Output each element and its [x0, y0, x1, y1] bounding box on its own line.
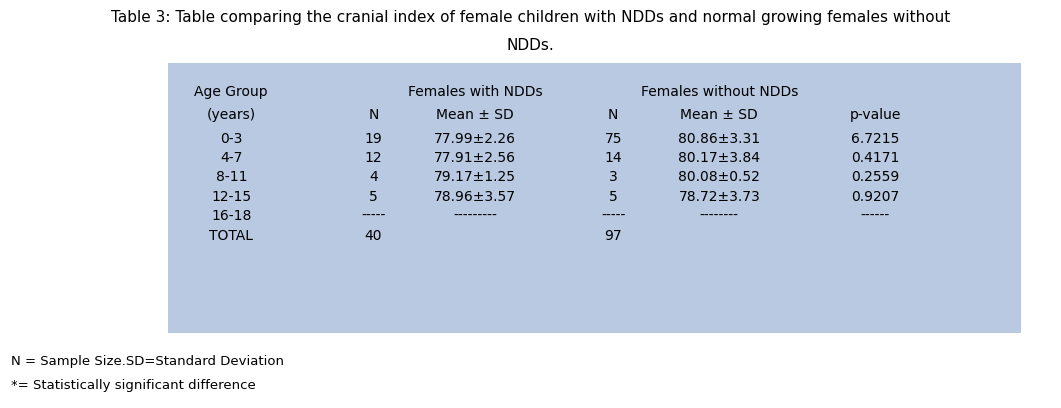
Text: 97: 97 [605, 229, 622, 243]
Text: 77.91±2.56: 77.91±2.56 [434, 151, 517, 165]
Text: N: N [368, 108, 379, 122]
Text: 5: 5 [369, 190, 378, 204]
Text: 0-3: 0-3 [220, 132, 243, 146]
Text: 40: 40 [365, 229, 382, 243]
Text: Females without NDDs: Females without NDDs [641, 85, 798, 99]
Text: 12: 12 [365, 151, 382, 165]
Text: 5: 5 [609, 190, 618, 204]
Text: ---------: --------- [453, 209, 498, 223]
Text: 80.08±0.52: 80.08±0.52 [678, 171, 761, 184]
Text: 14: 14 [605, 151, 622, 165]
Text: 12-15: 12-15 [211, 190, 251, 204]
Text: TOTAL: TOTAL [209, 229, 254, 243]
Text: Age Group: Age Group [194, 85, 268, 99]
Text: 0.9207: 0.9207 [851, 190, 900, 204]
Text: 19: 19 [365, 132, 382, 146]
Text: Mean ± SD: Mean ± SD [680, 108, 759, 122]
Text: 4-7: 4-7 [220, 151, 243, 165]
Text: 77.99±2.26: 77.99±2.26 [434, 132, 517, 146]
Text: N = Sample Size.SD=Standard Deviation: N = Sample Size.SD=Standard Deviation [11, 355, 283, 368]
Text: 8-11: 8-11 [215, 171, 247, 184]
Text: 80.17±3.84: 80.17±3.84 [678, 151, 761, 165]
Text: p-value: p-value [850, 108, 901, 122]
Text: 78.96±3.57: 78.96±3.57 [434, 190, 517, 204]
Text: *= Statistically significant difference: *= Statistically significant difference [11, 379, 256, 392]
Text: Females with NDDs: Females with NDDs [408, 85, 542, 99]
Text: -----: ----- [602, 209, 625, 223]
Text: 75: 75 [605, 132, 622, 146]
Text: 6.7215: 6.7215 [851, 132, 900, 146]
Text: 80.86±3.31: 80.86±3.31 [678, 132, 761, 146]
Text: 16-18: 16-18 [211, 209, 251, 223]
Text: 3: 3 [609, 171, 618, 184]
Text: 4: 4 [369, 171, 378, 184]
Text: 78.72±3.73: 78.72±3.73 [678, 190, 761, 204]
Text: Table 3: Table comparing the cranial index of female children with NDDs and norm: Table 3: Table comparing the cranial ind… [111, 10, 950, 25]
Text: (years): (years) [207, 108, 256, 122]
Text: Mean ± SD: Mean ± SD [436, 108, 515, 122]
Text: N: N [608, 108, 619, 122]
Text: --------: -------- [700, 209, 738, 223]
Text: 79.17±1.25: 79.17±1.25 [434, 171, 517, 184]
Text: ------: ------ [860, 209, 890, 223]
Text: NDDs.: NDDs. [506, 38, 555, 53]
Text: 0.2559: 0.2559 [851, 171, 900, 184]
Text: -----: ----- [362, 209, 385, 223]
Text: 0.4171: 0.4171 [851, 151, 900, 165]
